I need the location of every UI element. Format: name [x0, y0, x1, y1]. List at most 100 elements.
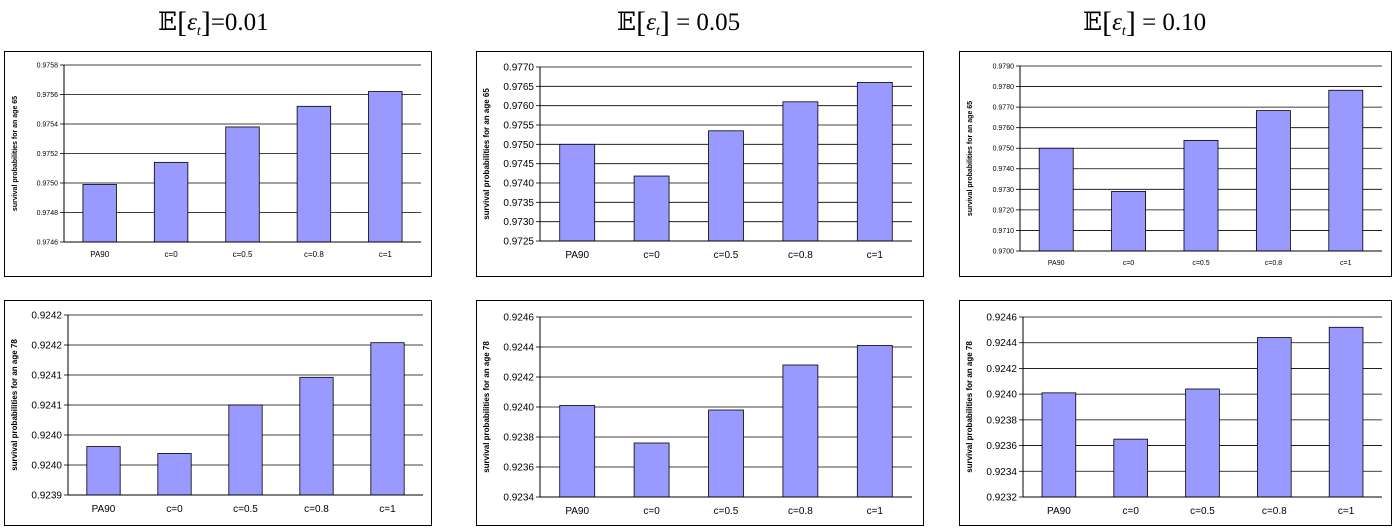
y-tick-label: 0.9244 — [503, 343, 534, 354]
bar-c=0.5 — [1183, 140, 1219, 252]
y-tick-label: 0.9750 — [503, 140, 534, 151]
column-title-value: 0.10 — [1162, 9, 1207, 36]
y-tick-label: 0.9770 — [993, 105, 1015, 112]
y-tick-label: 0.9735 — [503, 198, 534, 209]
y-tick-label: 0.9730 — [993, 187, 1015, 194]
y-tick-label: 0.9758 — [37, 62, 59, 69]
y-axis-title: survival probabilities for an age 65 — [967, 101, 974, 216]
bar-c=0.5 — [228, 404, 263, 496]
y-tick-label: 0.9748 — [37, 210, 59, 217]
bar-c=1 — [856, 82, 893, 242]
chart-svg: 0.9232 0.9234 0.9236 0.9238 0.9240 0.9242 0.92… — [965, 313, 1382, 517]
y-tick-label: 0.9740 — [993, 166, 1015, 173]
bar-c=0.8 — [782, 364, 819, 498]
y-tick-label: 0.9234 — [503, 493, 534, 504]
bar-PA90 — [559, 143, 596, 242]
chart-panel-6: 0.9232 0.9234 0.9236 0.9238 0.9240 0.9242 0.92… — [959, 300, 1392, 526]
y-tick-label: 0.9242 — [31, 341, 62, 352]
bar-c=0.8 — [782, 101, 819, 242]
x-category-label: c=1 — [379, 504, 396, 515]
bar-c=0 — [157, 453, 192, 496]
chart-svg: 0.9239 0.9240 0.9240 0.9241 0.9241 0.9242 0.92… — [10, 311, 423, 515]
bar-c=1 — [370, 342, 405, 496]
y-tick-label: 0.9242 — [31, 311, 62, 322]
x-category-label: c=0 — [165, 250, 179, 259]
y-tick-label: 0.9790 — [993, 63, 1015, 70]
bar-c=0.5 — [225, 126, 260, 243]
y-tick-label: 0.9234 — [986, 467, 1017, 478]
y-tick-label: 0.9238 — [986, 415, 1017, 426]
y-axis-title: survival probabilities for an age 65 — [482, 88, 491, 220]
bar-PA90 — [82, 184, 117, 243]
epsilon-variable: ε — [646, 9, 656, 36]
y-axis-title: survival probabilities for an age 78 — [482, 341, 491, 473]
y-tick-label: 0.9240 — [31, 431, 62, 442]
bar-c=1 — [856, 345, 893, 498]
y-tick-label: 0.9756 — [37, 92, 59, 99]
y-tick-label: 0.9725 — [503, 237, 534, 248]
expectation-symbol: 𝔼 — [617, 7, 637, 36]
epsilon-variable: ε — [1112, 9, 1122, 36]
bar-c=1 — [1328, 89, 1364, 252]
y-tick-label: 0.9746 — [37, 239, 59, 246]
x-category-label: c=0.5 — [714, 506, 739, 517]
bar-c=0 — [1111, 190, 1147, 252]
x-category-label: PA90 — [565, 250, 589, 261]
y-tick-label: 0.9246 — [986, 313, 1017, 324]
chart-panel-5: 0.9234 0.9236 0.9238 0.9240 0.9242 0.9244 0.92… — [476, 300, 924, 526]
y-tick-label: 0.9246 — [503, 313, 534, 324]
chart-panel-4: 0.9239 0.9240 0.9240 0.9241 0.9241 0.9242 0.92… — [4, 300, 432, 526]
y-tick-label: 0.9740 — [503, 179, 534, 190]
y-axis-title: survival probabilities for an age 65 — [12, 96, 19, 211]
bar-c=0 — [153, 161, 189, 243]
y-tick-label: 0.9238 — [503, 433, 534, 444]
y-tick-label: 0.9240 — [503, 403, 534, 414]
bar-PA90 — [1041, 392, 1077, 498]
x-category-label: c=0.5 — [714, 250, 739, 261]
y-tick-label: 0.9240 — [986, 390, 1017, 401]
bar-c=0.5 — [1185, 388, 1220, 498]
x-category-label: c=0.5 — [1192, 260, 1209, 267]
subscript: t — [655, 24, 660, 39]
subscript: t — [196, 24, 201, 39]
bar-c=1 — [368, 91, 403, 243]
y-tick-label: 0.9745 — [503, 159, 534, 170]
y-tick-label: 0.9241 — [31, 371, 62, 382]
y-tick-label: 0.9770 — [503, 63, 534, 74]
subscript: t — [1121, 24, 1126, 39]
column-title-1: 𝔼[εt]=0.01 — [158, 6, 269, 39]
x-category-label: c=1 — [867, 250, 884, 261]
chart-svg: 0.9234 0.9236 0.9238 0.9240 0.9242 0.9244 0.92… — [482, 313, 912, 517]
y-tick-label: 0.9700 — [993, 248, 1015, 255]
bar-c=0 — [1113, 438, 1148, 498]
x-category-label: PA90 — [92, 504, 116, 515]
y-tick-label: 0.9752 — [37, 151, 59, 158]
x-category-label: c=0 — [643, 506, 660, 517]
y-tick-label: 0.9760 — [993, 125, 1015, 132]
y-tick-label: 0.9236 — [986, 441, 1017, 452]
bar-PA90 — [86, 446, 121, 496]
y-tick-label: 0.9232 — [986, 493, 1017, 504]
x-category-label: c=0.8 — [1262, 506, 1287, 517]
y-tick-label: 0.9755 — [503, 121, 534, 132]
x-category-label: c=0.8 — [1265, 260, 1282, 267]
x-category-label: c=0.8 — [788, 250, 813, 261]
bar-c=1 — [1328, 326, 1364, 498]
x-category-label: c=0.5 — [1190, 506, 1215, 517]
y-tick-label: 0.9754 — [37, 121, 59, 128]
y-axis-title: survival probabilities for an age 78 — [965, 341, 974, 473]
x-category-label: c=0 — [1122, 506, 1139, 517]
y-tick-label: 0.9241 — [31, 401, 62, 412]
y-tick-label: 0.9730 — [503, 217, 534, 228]
y-tick-label: 0.9765 — [503, 82, 534, 93]
bar-PA90 — [1038, 147, 1074, 252]
x-category-label: PA90 — [1047, 506, 1071, 517]
y-tick-label: 0.9710 — [993, 228, 1015, 235]
y-tick-label: 0.9780 — [993, 84, 1015, 91]
y-tick-label: 0.9240 — [31, 461, 62, 472]
bar-c=0.5 — [708, 409, 744, 498]
x-category-label: c=0.8 — [788, 506, 813, 517]
bar-PA90 — [559, 405, 596, 498]
column-title-value: 0.01 — [224, 9, 269, 36]
x-category-label: PA90 — [1048, 260, 1065, 267]
